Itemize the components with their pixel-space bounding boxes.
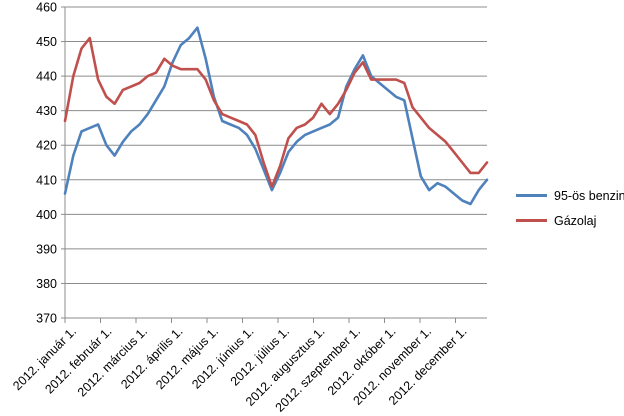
legend-item-gazolaj: Gázolaj [516,208,624,233]
y-tick-label: 410 [36,173,57,187]
gazolaj-line-swatch [516,219,547,222]
legend-label-gazolaj: Gázolaj [554,213,597,228]
y-tick-label: 370 [36,312,57,326]
benzin-line-swatch [516,194,547,197]
y-tick-label: 460 [36,1,57,15]
x-tick-label: 2012. április 1. [118,324,185,391]
series-line-0 [63,26,489,206]
legend-label-benzin: 95-ös benzin [554,188,624,203]
y-tick-label: 390 [36,242,57,256]
chart-legend: 95-ös benzin Gázolaj [516,183,624,233]
y-tick-label: 440 [36,70,57,84]
x-tick-label: 2012. május 1. [153,324,221,392]
y-tick-label: 450 [36,35,57,49]
legend-item-benzin: 95-ös benzin [516,183,624,208]
y-tick-label: 420 [36,139,57,153]
series-line-1 [63,36,489,188]
y-tick-label: 400 [36,208,57,222]
y-tick-label: 380 [36,277,57,291]
y-tick-label: 430 [36,104,57,118]
x-tick-label: 2012. január 1. [10,324,79,393]
x-tick-label: 2012. június 1. [189,324,256,391]
